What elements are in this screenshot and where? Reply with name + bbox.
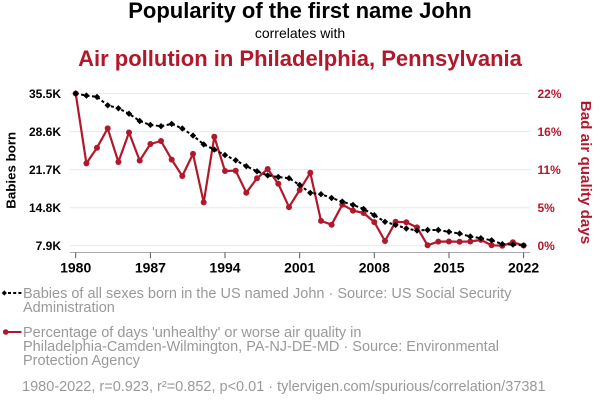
svg-text:2022: 2022 [508, 260, 539, 276]
svg-text:14.8K: 14.8K [29, 201, 61, 215]
svg-text:2015: 2015 [433, 260, 464, 276]
svg-text:16%: 16% [538, 125, 562, 139]
svg-text:1994: 1994 [209, 260, 240, 276]
svg-text:1987: 1987 [135, 260, 166, 276]
svg-text:35.5K: 35.5K [29, 87, 61, 101]
svg-text:28.6K: 28.6K [29, 125, 61, 139]
svg-text:7.9K: 7.9K [36, 239, 62, 253]
svg-text:0%: 0% [538, 239, 556, 253]
svg-text:5%: 5% [538, 201, 556, 215]
svg-text:2001: 2001 [284, 260, 315, 276]
svg-text:1980: 1980 [60, 260, 91, 276]
svg-text:Babies born: Babies born [4, 132, 19, 209]
svg-text:22%: 22% [538, 87, 562, 101]
svg-text:21.7K: 21.7K [29, 163, 61, 177]
svg-text:11%: 11% [538, 163, 562, 177]
svg-text:Bad air quality days: Bad air quality days [577, 101, 594, 245]
svg-text:2008: 2008 [359, 260, 390, 276]
